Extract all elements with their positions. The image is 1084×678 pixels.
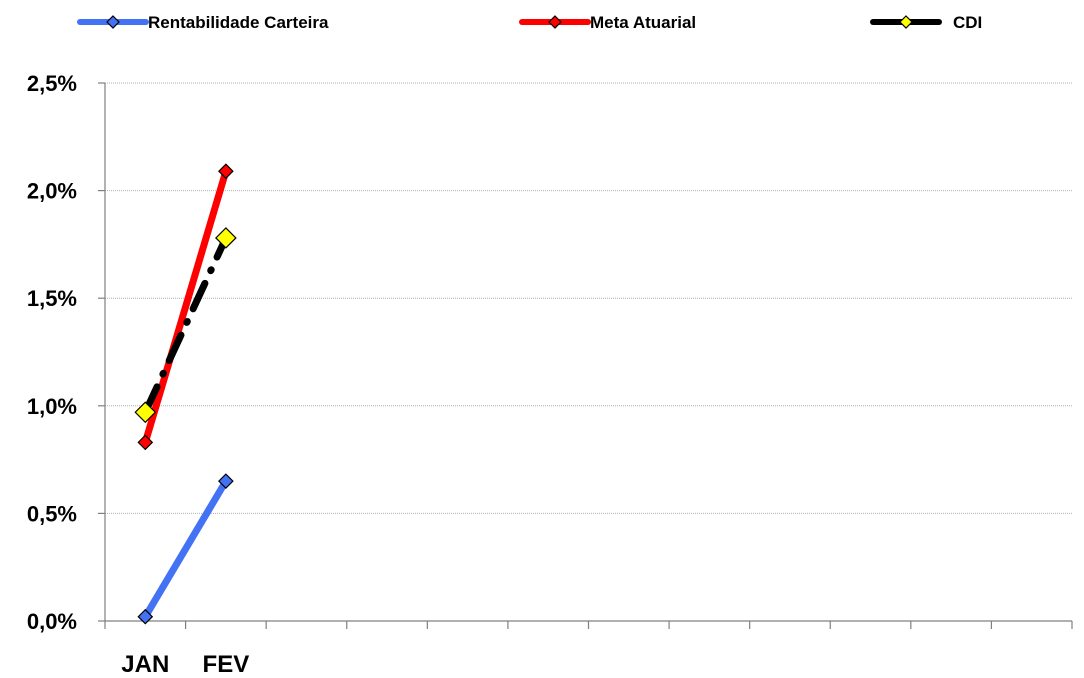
series-line — [141, 167, 230, 446]
series-line — [141, 477, 230, 621]
legend-item: CDI — [870, 13, 982, 32]
y-tick-label: 1,0% — [27, 394, 77, 419]
series-0 — [137, 473, 234, 625]
axes — [98, 82, 1073, 629]
x-category-label: FEV — [203, 651, 250, 678]
legend-label: Rentabilidade Carteira — [148, 13, 329, 32]
y-tick-label: 2,0% — [27, 179, 77, 204]
y-tick-label: 1,5% — [27, 286, 77, 311]
legend-label: Meta Atuarial — [590, 13, 696, 32]
data-point-marker — [137, 608, 154, 625]
series-line — [141, 234, 230, 416]
legend-swatch-marker — [106, 15, 120, 29]
data-point-marker — [137, 434, 154, 451]
data-point-marker — [218, 473, 234, 489]
y-axis-tick-labels: 0,0% 0,5% 1,0% 1,5% 2,0% 2,5% — [27, 71, 77, 634]
y-tick-label: 2,5% — [27, 71, 77, 96]
legend-item: Meta Atuarial — [519, 13, 696, 32]
series-1 — [137, 163, 234, 451]
gridlines — [105, 82, 1072, 514]
data-point-marker — [134, 401, 157, 424]
y-tick-label: 0,5% — [27, 501, 77, 526]
x-axis-category-labels: JAN FEV — [121, 651, 249, 678]
legend-label: CDI — [953, 13, 982, 32]
y-tick-label: 0,0% — [27, 609, 77, 634]
legend-item: Rentabilidade Carteira — [77, 13, 329, 32]
data-point-marker — [215, 227, 237, 249]
x-category-label: JAN — [121, 651, 169, 678]
series-group — [134, 163, 237, 625]
series-2 — [134, 227, 237, 424]
legend-swatch-marker — [548, 15, 562, 29]
legend-swatch-marker — [899, 15, 913, 29]
data-point-marker — [218, 163, 234, 180]
legend: Rentabilidade Carteira Meta Atuarial CDI — [77, 13, 982, 32]
